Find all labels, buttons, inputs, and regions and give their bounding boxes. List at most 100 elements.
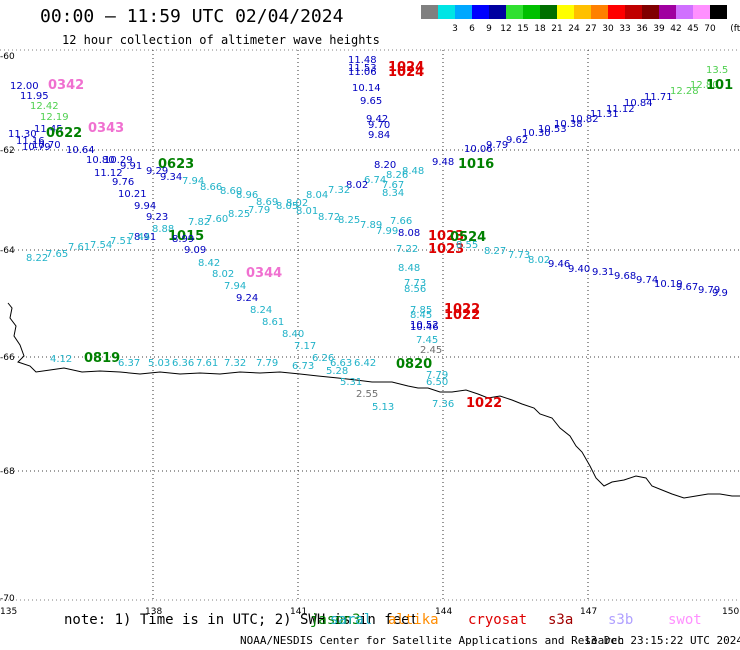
legend-swatch: [659, 5, 676, 19]
obs-wave-height: 12.42: [30, 101, 59, 112]
obs-wave-height: 9.34: [160, 172, 182, 183]
longitude-label: 144: [435, 607, 452, 617]
obs-wave-height: 11.30: [8, 129, 37, 140]
obs-wave-height: 8.05: [276, 201, 298, 212]
obs-wave-height: 7.54: [90, 240, 112, 251]
obs-wave-height: 9.9: [712, 288, 728, 299]
obs-wave-height: 6.37: [118, 358, 140, 369]
obs-wave-height: 10.21: [118, 189, 147, 200]
legend-label: 36: [636, 24, 648, 34]
longitude-label: 150: [722, 607, 739, 617]
legend-swatch: [540, 5, 557, 19]
obs-wave-height: 8.01: [296, 206, 318, 217]
obs-wave-height: 7.79: [248, 205, 270, 216]
legend-label: 6: [469, 24, 475, 34]
obs-wave-height: 9.29: [146, 166, 168, 177]
obs-wave-height: 9.23: [146, 212, 168, 223]
obs-wave-height: 9.91: [120, 161, 142, 172]
obs-wave-height: 11.95: [20, 91, 49, 102]
obs-wave-height: 7.60: [206, 214, 228, 225]
obs-wave-height: 7.94: [224, 281, 246, 292]
legend-label: 18: [534, 24, 546, 34]
latitude-label: -62: [0, 146, 15, 156]
obs-wave-height: 12.80: [690, 80, 719, 91]
latitude-label: -70: [0, 594, 15, 604]
obs-wave-height: 8.48: [398, 263, 420, 274]
legend-label: 24: [568, 24, 580, 34]
obs-wave-height: 7.36: [432, 399, 454, 410]
obs-wave-height: 6.73: [292, 361, 314, 372]
obs-time-label: 1023: [428, 229, 464, 244]
obs-wave-height: 5.28: [326, 366, 348, 377]
obs-wave-height: 9.62: [506, 135, 528, 146]
satellite-legend-item: altika: [388, 612, 439, 628]
legend-swatch: [693, 5, 710, 19]
obs-wave-height: 11.16: [16, 136, 45, 147]
credit-footer: NOAA/NESDIS Center for Satellite Applica…: [240, 634, 625, 647]
obs-wave-height: 12.28: [670, 86, 699, 97]
obs-time-label: 0819: [84, 351, 120, 366]
obs-wave-height: 8.40: [282, 329, 304, 340]
obs-wave-height: 8.99: [172, 234, 194, 245]
obs-wave-height: 7.79: [256, 358, 278, 369]
obs-wave-height: 11.45: [34, 124, 63, 135]
obs-wave-height: 6.74: [364, 175, 386, 186]
obs-wave-height: 11.12: [94, 168, 123, 179]
obs-wave-height: 7.32: [328, 185, 350, 196]
obs-wave-height: 11.12: [606, 104, 635, 115]
legend-swatch: [710, 5, 727, 19]
obs-time-label: 1022: [466, 396, 502, 411]
obs-wave-height: 8.02: [528, 255, 550, 266]
obs-wave-height: 10.53: [538, 124, 567, 135]
obs-wave-height: 8.42: [198, 258, 220, 269]
obs-wave-height: 8.45: [410, 310, 432, 321]
legend-swatch: [472, 5, 489, 19]
legend-label: 45: [687, 24, 699, 34]
obs-wave-height: 6.50: [426, 377, 448, 388]
obs-wave-height: 8.34: [382, 188, 404, 199]
legend-label: 39: [653, 24, 665, 34]
legend-unit: (ft): [730, 24, 740, 34]
legend-swatch: [523, 5, 540, 19]
obs-time-label: 0623: [158, 157, 194, 172]
obs-wave-height: 8.69: [256, 197, 278, 208]
page-subtitle: 12 hour collection of altimeter wave hei…: [62, 33, 380, 47]
obs-wave-height: 9.42: [366, 114, 388, 125]
obs-wave-height: 8.25: [338, 215, 360, 226]
satellite-legend-item: jason3: [310, 612, 361, 628]
obs-wave-height: 10.52: [410, 320, 439, 331]
obs-wave-height: 10.14: [352, 83, 381, 94]
obs-wave-height: 12.00: [10, 81, 39, 92]
obs-wave-height: 9.84: [368, 130, 390, 141]
obs-wave-height: 7.51: [110, 236, 132, 247]
obs-wave-height: 8.91: [134, 232, 156, 243]
legend-label: 15: [517, 24, 529, 34]
legend-swatch: [438, 5, 455, 19]
longitude-label: 135: [0, 607, 17, 617]
axis-labels: -60 -62 -64 -66 -68 -70 135 138 141 144 147 150: [0, 52, 739, 617]
legend-label: 42: [670, 24, 682, 34]
obs-wave-height: 8.48: [402, 166, 424, 177]
obs-wave-height: 8.04: [306, 190, 328, 201]
latitude-label: -68: [0, 467, 15, 477]
obs-wave-height: 6.63: [330, 358, 352, 369]
obs-wave-height: 10.38: [554, 119, 583, 130]
legend-label: 33: [619, 24, 631, 34]
obs-wave-height: 10.70: [32, 140, 61, 151]
obs-wave-height: 10.79: [22, 142, 51, 153]
legend-swatch: [489, 5, 506, 19]
obs-wave-height: 10.80: [86, 155, 115, 166]
obs-wave-height: 2.55: [356, 389, 378, 400]
legend-swatch: [455, 5, 472, 19]
obs-wave-height: 6.42: [354, 358, 376, 369]
latitude-label: -60: [0, 52, 15, 62]
obs-wave-height: 7.82: [188, 217, 210, 228]
obs-wave-height: 5.03: [148, 358, 170, 369]
obs-wave-height: 9.48: [432, 157, 454, 168]
longitude-label: 141: [290, 607, 307, 617]
obs-wave-height: 9.79: [698, 285, 720, 296]
obs-wave-height: 7.85: [410, 305, 432, 316]
obs-wave-height: 2.45: [420, 345, 442, 356]
obs-wave-height: 7.45: [416, 335, 438, 346]
